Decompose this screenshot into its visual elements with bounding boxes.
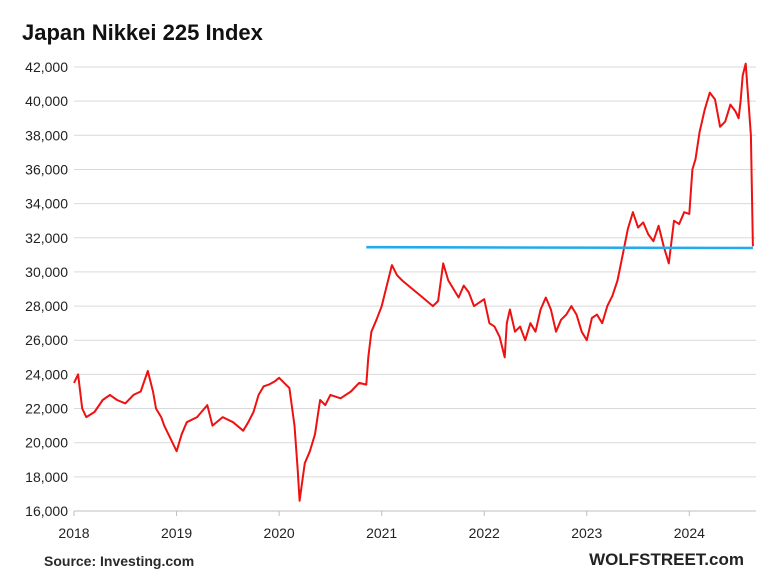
y-tick-label: 32,000	[25, 230, 68, 246]
y-tick-label: 30,000	[25, 264, 68, 280]
y-tick-label: 18,000	[25, 469, 68, 485]
gridlines	[74, 66, 756, 512]
brand-watermark: WOLFSTREET.com	[589, 550, 744, 569]
y-tick-label: 34,000	[25, 196, 68, 212]
x-tick-label: 2020	[264, 525, 295, 541]
y-tick-label: 42,000	[25, 59, 68, 75]
y-tick-label: 36,000	[25, 161, 68, 177]
nikkei-index-line	[73, 62, 754, 502]
y-tick-label: 26,000	[25, 332, 68, 348]
y-tick-label: 22,000	[25, 401, 68, 417]
series-layer	[73, 62, 754, 502]
y-tick-label: 24,000	[25, 366, 68, 382]
x-axis: 2018 2019 2020 2021 2022 2023 2024	[58, 510, 756, 541]
y-tick-label: 38,000	[25, 127, 68, 143]
y-tick-label: 16,000	[25, 503, 68, 519]
x-tick-label: 2019	[161, 525, 192, 541]
reference-level-line	[366, 245, 753, 250]
chart-title: Japan Nikkei 225 Index	[22, 20, 263, 45]
x-tick-label: 2024	[674, 525, 705, 541]
x-tick-label: 2018	[58, 525, 89, 541]
y-tick-label: 40,000	[25, 93, 68, 109]
y-tick-label: 28,000	[25, 298, 68, 314]
y-axis: 16,000 18,000 20,000 22,000 24,000 26,000 28,0…	[25, 59, 68, 519]
y-tick-label: 20,000	[25, 435, 68, 451]
source-note: Source: Investing.com	[44, 553, 195, 569]
x-tick-label: 2021	[366, 525, 397, 541]
x-tick-label: 2023	[571, 525, 602, 541]
x-tick-label: 2022	[469, 525, 500, 541]
